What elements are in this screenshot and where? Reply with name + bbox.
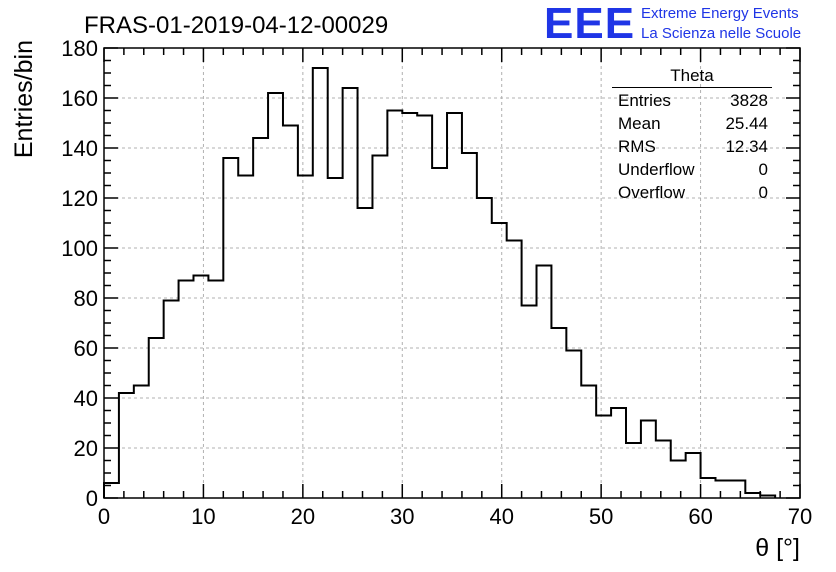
axis-ticks: [103, 47, 801, 499]
x-axis-label: θ [°]: [755, 534, 800, 562]
grid: [104, 48, 800, 498]
stats-box: Theta Entries 3828 Mean 25.44 RMS 12.34 …: [612, 66, 772, 204]
y-tick-label: 180: [61, 36, 98, 61]
x-tick-label: 40: [489, 504, 513, 529]
stats-value: 12.34: [725, 137, 768, 156]
x-tick-label: 0: [98, 504, 110, 529]
logo-line-1: Extreme Energy Events: [641, 5, 799, 22]
stats-value: 25.44: [725, 114, 768, 133]
stats-row-rms: RMS 12.34: [612, 135, 772, 158]
stats-label: Entries: [618, 91, 671, 110]
eee-logo: EEE Extreme Energy Events La Scienza nel…: [544, 2, 801, 46]
y-tick-label: 40: [74, 386, 98, 411]
x-tick-label: 50: [589, 504, 613, 529]
stats-row-entries: Entries 3828: [612, 89, 772, 112]
frame-background: [104, 48, 800, 498]
chart-title: FRAS-01-2019-04-12-00029: [84, 12, 388, 39]
stats-value: 0: [758, 160, 768, 179]
y-tick-label: 120: [61, 186, 98, 211]
stats-value: 3828: [730, 91, 768, 110]
stats-label: Overflow: [618, 183, 686, 202]
y-axis-label: Entries/bin: [10, 40, 38, 158]
y-tick-label: 140: [61, 136, 98, 161]
histogram-series: [103, 67, 777, 498]
stats-row-underflow: Underflow 0: [612, 158, 772, 181]
y-tick-label: 20: [74, 436, 98, 461]
stats-row-mean: Mean 25.44: [612, 112, 772, 135]
stats-label: Underflow: [618, 160, 695, 179]
plot-frame: [103, 47, 801, 499]
x-tick-label: 10: [191, 504, 215, 529]
stats-row-overflow: Overflow 0: [612, 181, 772, 204]
y-tick-label: 160: [61, 86, 98, 111]
stats-value: 0: [758, 183, 768, 202]
x-tick-label: 70: [788, 504, 812, 529]
x-tick-label: 20: [291, 504, 315, 529]
tick-labels: 0 10 20 30 40 50 60 70 0 20 40 60 80 100 120 140 160 180: [61, 36, 812, 529]
x-tick-label: 30: [390, 504, 414, 529]
stats-label: RMS: [618, 137, 656, 156]
logo-line-2: La Scienza nelle Scuole: [641, 25, 802, 42]
stats-title: Theta: [612, 66, 772, 88]
y-tick-label: 80: [74, 286, 98, 311]
x-tick-label: 60: [688, 504, 712, 529]
stats-label: Mean: [618, 114, 661, 133]
y-tick-label: 100: [61, 236, 98, 261]
eee-logo-text: Extreme Energy Events La Scienza nelle S…: [641, 4, 801, 44]
y-tick-label: 60: [74, 336, 98, 361]
eee-logo-mark: EEE: [544, 0, 636, 48]
y-tick-label: 0: [86, 486, 98, 511]
histogram-outline: [103, 67, 777, 498]
